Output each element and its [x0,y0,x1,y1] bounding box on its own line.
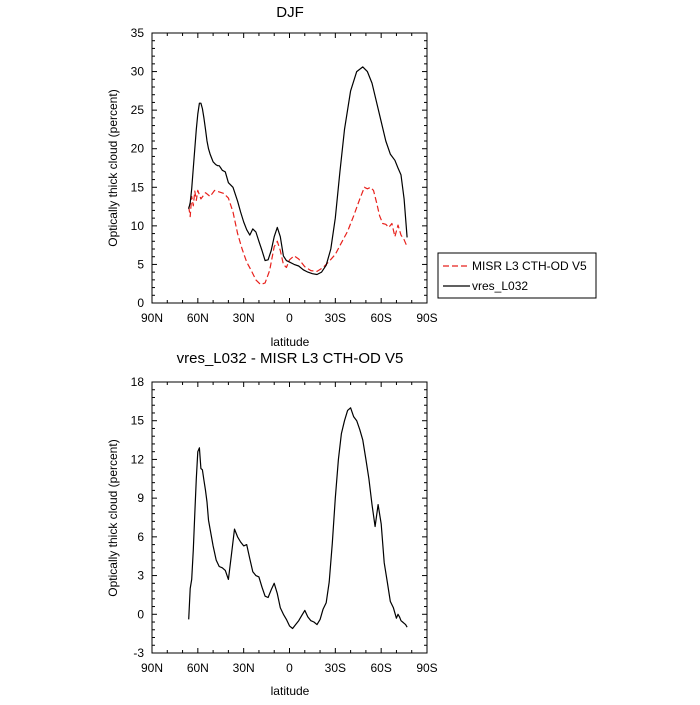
x-tick-label: 30N [233,661,255,675]
chart-bottom-series [188,407,408,630]
chart-top-xlabel: latitude [271,335,310,349]
y-tick-label: 12 [131,452,145,466]
chart-top-frame [151,32,428,304]
chart-bottom-title: vres_L032 - MISR L3 CTH-OD V5 [177,350,404,367]
x-tick-label: 90N [141,311,163,325]
y-tick-label: 10 [131,219,145,233]
chart-top: DJF 90N 60N 30N 0 30S 60S 90S 0 5 10 15 20 25 30 35 la… [106,4,438,349]
chart-bottom: vres_L032 - MISR L3 CTH-OD V5 90N 60N 30N 0… [106,350,438,698]
x-tick-label: 90S [416,661,437,675]
chart-bottom-frame [151,381,428,654]
y-tick-label: 9 [137,491,144,505]
y-tick-label: -3 [133,646,144,660]
x-tick-label: 90N [141,661,163,675]
y-tick-label: 30 [131,65,145,79]
y-tick-label: 0 [137,607,144,621]
chart-top-axes: 90N 60N 30N 0 30S 60S 90S 0 5 10 15 20 25 30 35 [131,26,438,325]
x-tick-label: 60N [187,311,209,325]
y-tick-label: 0 [137,296,144,310]
x-tick-label: 30N [233,311,255,325]
y-tick-label: 15 [131,414,145,428]
chart-bottom-xlabel: latitude [271,684,310,698]
chart-top-legend: MISR L3 CTH-OD V5 vres_L032 [437,252,597,299]
series-line-bottom-0 [188,407,408,630]
x-tick-label: 90S [416,311,437,325]
legend-label-vres: vres_L032 [472,279,528,293]
chart-bottom-axes: 90N 60N 30N 0 30S 60S 90S -3 0 3 6 9 12 15 18 [131,375,438,675]
x-tick-label: 0 [286,311,293,325]
y-tick-label: 15 [131,180,145,194]
x-tick-label: 0 [286,661,293,675]
legend-label-misr: MISR L3 CTH-OD V5 [472,259,587,273]
x-tick-label: 60S [370,661,391,675]
y-tick-label: 35 [131,26,145,40]
series-line-top-0 [188,186,408,286]
x-tick-label: 30S [325,311,346,325]
x-tick-label: 60S [370,311,391,325]
y-tick-label: 6 [137,530,144,544]
chart-top-title: DJF [276,4,304,21]
chart-top-series [188,66,408,286]
y-tick-label: 3 [137,569,144,583]
chart-bottom-ylabel: Optically thick cloud (percent) [106,439,120,596]
y-tick-label: 5 [137,257,144,271]
chart-top-ylabel: Optically thick cloud (percent) [106,89,120,246]
x-tick-label: 30S [325,661,346,675]
x-tick-label: 60N [187,661,209,675]
series-line-top-1 [188,66,408,276]
y-tick-label: 20 [131,142,145,156]
y-tick-label: 18 [131,375,145,389]
legend-box [437,252,597,299]
y-tick-label: 25 [131,103,145,117]
